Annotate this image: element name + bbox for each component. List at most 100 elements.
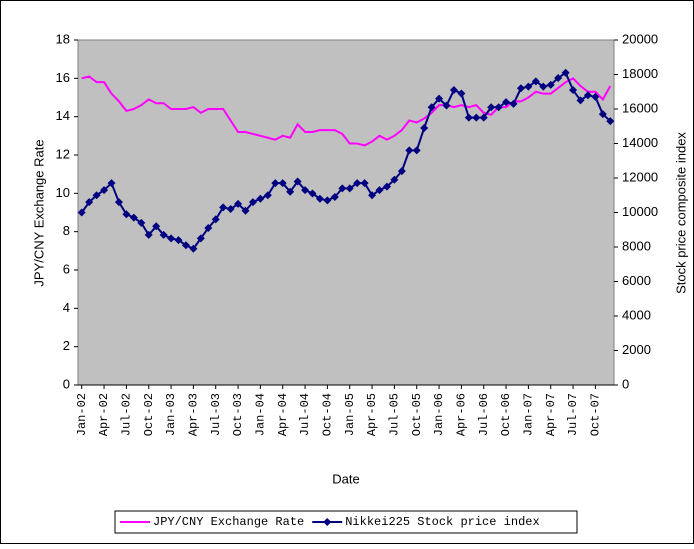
y2-tick-label: 12000	[622, 169, 658, 184]
series-line	[81, 75, 612, 147]
x-tick-label: Oct-03	[231, 393, 245, 436]
series-marker	[278, 179, 287, 188]
y2-tick-label: 10000	[622, 204, 658, 219]
x-tick-label: Apr-02	[97, 393, 111, 436]
x-tick-label: Apr-07	[544, 393, 558, 436]
legend-box	[114, 510, 578, 534]
x-tick-label: Oct-07	[589, 393, 603, 436]
y2-tick-label: 20000	[622, 31, 658, 46]
series-marker	[92, 191, 101, 200]
series-marker	[219, 203, 228, 212]
series-marker	[554, 73, 563, 82]
y-axis-title: JPY/CNY Exchange Rate	[31, 139, 46, 286]
series-marker	[583, 91, 592, 100]
x-tick-label: Jan-05	[343, 393, 357, 436]
series-marker	[248, 198, 257, 207]
series-marker	[226, 205, 235, 214]
series-marker	[464, 113, 473, 122]
series-marker	[345, 184, 354, 193]
series-marker	[531, 77, 540, 86]
series-marker	[539, 82, 548, 91]
series-marker	[107, 179, 116, 188]
series-marker	[114, 198, 123, 207]
x-tick-label: Jul-04	[298, 393, 312, 436]
x-tick-label: Apr-04	[276, 393, 290, 436]
series-marker	[181, 241, 190, 250]
series-marker	[516, 84, 525, 93]
x-tick-label: Jul-06	[477, 393, 491, 436]
series-marker	[606, 117, 615, 126]
x-tick-label: Apr-05	[365, 393, 379, 436]
y2-tick-label: 0	[622, 376, 629, 391]
x-tick-label: Oct-04	[321, 393, 335, 436]
y2-tick-label: 16000	[622, 100, 658, 115]
series-marker	[100, 186, 109, 195]
series-marker	[442, 101, 451, 110]
series-marker	[353, 179, 362, 188]
series-marker	[412, 146, 421, 155]
series-marker	[546, 80, 555, 89]
y-tick-label: 16	[56, 70, 70, 85]
series-marker	[323, 196, 332, 205]
series-marker	[315, 194, 324, 203]
series-marker	[435, 94, 444, 103]
series-marker	[405, 146, 414, 155]
series-marker	[494, 103, 503, 112]
y-tick-label: 2	[63, 338, 70, 353]
series-marker	[256, 194, 265, 203]
x-tick-label: Jan-02	[75, 393, 89, 436]
series-marker	[487, 103, 496, 112]
legend-label: Nikkei225 Stock price index	[345, 515, 539, 529]
y2-tick-label: 8000	[622, 238, 651, 253]
legend-marker	[323, 518, 332, 526]
x-tick-label: Jul-03	[209, 393, 223, 436]
series-marker	[144, 230, 153, 239]
series-marker	[189, 244, 198, 253]
y-tick-label: 14	[56, 108, 70, 123]
series-marker	[509, 99, 518, 108]
series-marker	[204, 224, 213, 233]
x-axis-title: Date	[332, 471, 359, 486]
series-marker	[524, 82, 533, 91]
series-marker	[211, 215, 220, 224]
series-marker	[122, 210, 131, 219]
series-marker	[576, 96, 585, 105]
series-marker	[234, 199, 243, 208]
x-tick-label: Jan-07	[522, 393, 536, 436]
series-marker	[330, 192, 339, 201]
y-tick-label: 10	[56, 185, 70, 200]
series-marker	[427, 103, 436, 112]
x-tick-label: Jul-05	[388, 393, 402, 436]
series-marker	[569, 86, 578, 95]
series-marker	[293, 177, 302, 186]
series-marker	[129, 213, 138, 222]
x-tick-label: Jul-07	[566, 393, 580, 436]
series-marker	[598, 110, 607, 119]
y-tick-label: 0	[63, 376, 70, 391]
y-tick-label: 12	[56, 146, 70, 161]
series-marker	[286, 187, 295, 196]
series-marker	[85, 198, 94, 207]
series-marker	[301, 186, 310, 195]
series-marker	[479, 113, 488, 122]
x-tick-label: Oct-05	[410, 393, 424, 436]
series-marker	[561, 68, 570, 77]
plot-area	[77, 39, 615, 386]
x-tick-label: Jul-02	[120, 393, 134, 436]
series-marker	[241, 206, 250, 215]
y2-tick-label: 6000	[622, 273, 651, 288]
series-marker	[390, 175, 399, 184]
series-marker	[420, 123, 429, 132]
y2-tick-label: 14000	[622, 135, 658, 150]
series-marker	[271, 179, 280, 188]
series-marker	[167, 234, 176, 243]
y2-axis-title: Stock price composite index	[673, 132, 688, 294]
series-marker	[382, 182, 391, 191]
x-tick-label: Apr-03	[187, 393, 201, 436]
y-tick-label: 18	[56, 31, 70, 46]
series-marker	[196, 234, 205, 243]
y-tick-label: 4	[63, 300, 70, 315]
x-tick-label: Jan-03	[164, 393, 178, 436]
series-marker	[137, 218, 146, 227]
series-marker	[174, 236, 183, 245]
